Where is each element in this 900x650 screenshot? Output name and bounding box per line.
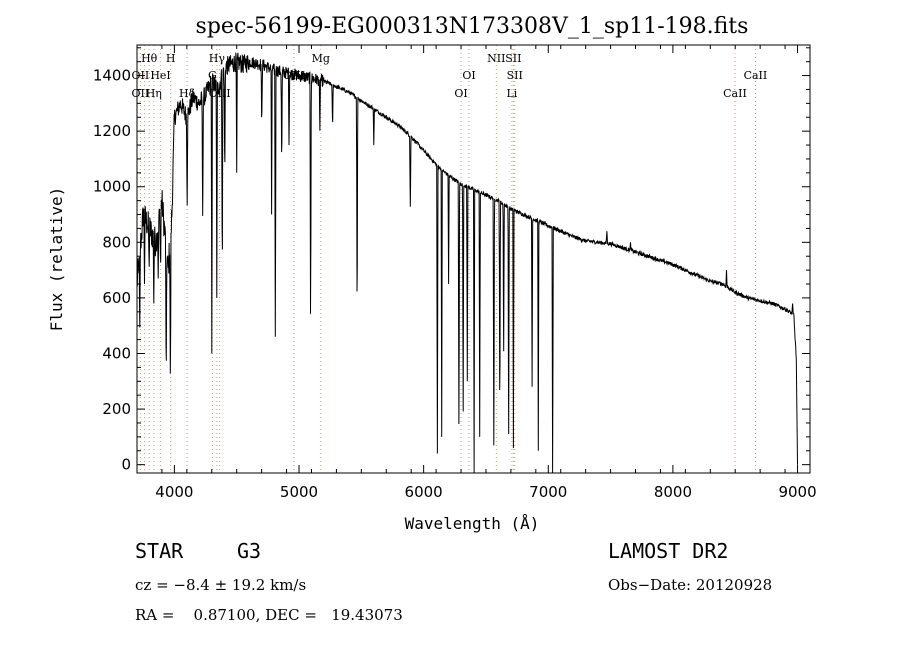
line-marker-label: SII xyxy=(507,69,523,82)
line-marker-label: Hη xyxy=(146,87,162,100)
chart-title: spec-56199-EG000313N173308V_1_sp11-198.f… xyxy=(196,14,749,39)
line-marker-label: Mg xyxy=(312,52,330,65)
line-marker-label: HeI xyxy=(150,69,170,82)
coordinates: RA = 0.87100, DEC = 19.43073 xyxy=(135,606,403,624)
x-axis-label: Wavelength (Å) xyxy=(405,514,540,533)
y-tick-label: 400 xyxy=(102,344,131,362)
x-tick-label: 6000 xyxy=(405,483,443,501)
line-marker-label: SII xyxy=(505,52,521,65)
y-axis-ticks: 0 200 400 600 800 1000 1200 1400 xyxy=(93,47,810,474)
object-type: STAR xyxy=(135,539,184,563)
spectral-line-markers xyxy=(139,45,756,473)
line-marker-label: Hγ xyxy=(209,52,226,65)
line-marker-label: CaII xyxy=(723,87,747,100)
object-subclass: G3 xyxy=(237,539,261,563)
line-marker-label: OI xyxy=(462,69,475,82)
y-tick-label: 800 xyxy=(102,233,131,251)
y-tick-label: 600 xyxy=(102,289,131,307)
y-tick-label: 1400 xyxy=(93,67,131,85)
line-marker-label: OII xyxy=(132,87,150,100)
line-marker-label: Li xyxy=(506,87,517,100)
line-marker-label: OI xyxy=(454,87,467,100)
line-marker-label: CaII xyxy=(744,69,768,82)
y-tick-label: 1200 xyxy=(93,122,131,140)
y-tick-label: 200 xyxy=(102,400,131,418)
redshift-info: cz = −8.4 ± 19.2 km/s xyxy=(135,576,306,594)
line-marker-label: NII xyxy=(487,52,505,65)
y-tick-label: 0 xyxy=(121,456,131,474)
observation-date: Obs−Date: 20120928 xyxy=(608,576,772,594)
plot-frame xyxy=(136,44,811,474)
line-marker-label: H xyxy=(166,52,176,65)
line-marker-label: Hθ xyxy=(141,52,158,65)
x-tick-label: 9000 xyxy=(778,483,816,501)
spectrum-line xyxy=(136,52,798,474)
x-tick-label: 8000 xyxy=(654,483,692,501)
x-tick-label: 4000 xyxy=(155,483,193,501)
x-tick-label: 7000 xyxy=(529,483,567,501)
y-axis-label: Flux (relative) xyxy=(47,187,66,332)
y-tick-label: 1000 xyxy=(93,178,131,196)
survey-name: LAMOST DR2 xyxy=(608,539,728,563)
x-tick-label: 5000 xyxy=(280,483,318,501)
x-axis-ticks: 4000 5000 6000 7000 8000 9000 xyxy=(136,45,817,501)
